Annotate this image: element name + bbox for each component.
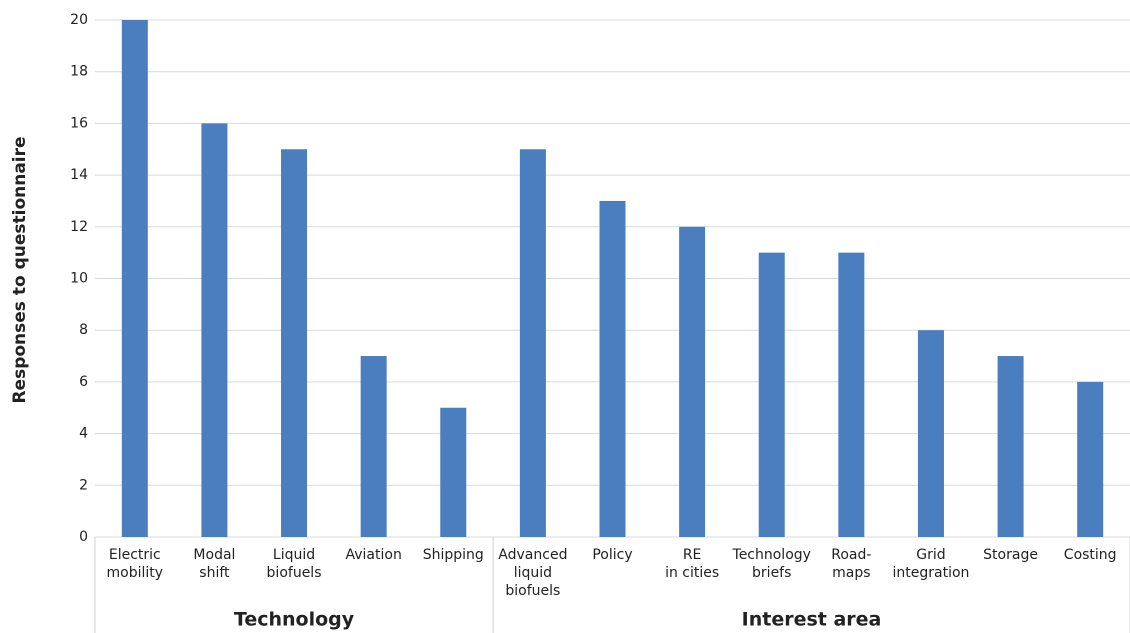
bar xyxy=(281,149,308,537)
y-tick-label: 10 xyxy=(70,271,88,287)
x-tick-label: Technology xyxy=(732,547,811,563)
group-label: Interest area xyxy=(742,609,882,631)
x-tick-label: Grid xyxy=(916,547,945,563)
bar xyxy=(838,252,865,537)
bar xyxy=(121,20,148,537)
x-tick-label: biofuels xyxy=(505,583,560,599)
bar xyxy=(917,330,944,537)
y-tick-label: 2 xyxy=(79,477,88,493)
x-tick-label: Road- xyxy=(831,547,871,563)
y-axis-label: Responses to questionnaire xyxy=(10,136,30,403)
x-tick-label: Aviation xyxy=(345,547,401,563)
x-tick-label: Shipping xyxy=(423,547,484,563)
x-tick-label: Policy xyxy=(592,547,632,563)
x-tick-label: Costing xyxy=(1064,547,1117,563)
x-tick-label: shift xyxy=(199,565,230,581)
bar xyxy=(360,356,387,537)
x-tick-label: mobility xyxy=(107,565,164,581)
x-tick-label: biofuels xyxy=(267,565,322,581)
bar xyxy=(201,123,228,538)
y-tick-label: 12 xyxy=(70,219,88,235)
x-tick-label: liquid xyxy=(514,565,552,581)
bar xyxy=(997,356,1024,537)
bar xyxy=(440,407,467,537)
bar xyxy=(1077,381,1104,537)
y-tick-label: 4 xyxy=(79,426,88,442)
bar xyxy=(679,226,706,538)
y-tick-label: 16 xyxy=(70,115,88,131)
bar xyxy=(758,252,785,537)
x-tick-label: maps xyxy=(832,565,870,581)
x-tick-label: briefs xyxy=(752,565,791,581)
x-tick-label: Electric xyxy=(109,547,161,563)
x-tick-label: RE xyxy=(683,547,702,563)
y-tick-label: 20 xyxy=(70,12,88,28)
x-tick-label: Storage xyxy=(983,547,1038,563)
y-tick-label: 18 xyxy=(70,64,88,80)
y-tick-label: 14 xyxy=(70,167,88,183)
x-tick-label: Liquid xyxy=(273,547,315,563)
y-tick-label: 6 xyxy=(79,374,88,390)
group-label: Technology xyxy=(234,609,355,631)
bar xyxy=(519,149,546,537)
x-tick-label: Advanced xyxy=(498,547,567,563)
x-tick-label: in cities xyxy=(665,565,719,581)
x-tick-label: Modal xyxy=(193,547,235,563)
bar xyxy=(599,200,626,537)
x-tick-label: integration xyxy=(893,565,970,581)
y-tick-label: 0 xyxy=(79,529,88,545)
y-tick-label: 8 xyxy=(79,322,88,338)
